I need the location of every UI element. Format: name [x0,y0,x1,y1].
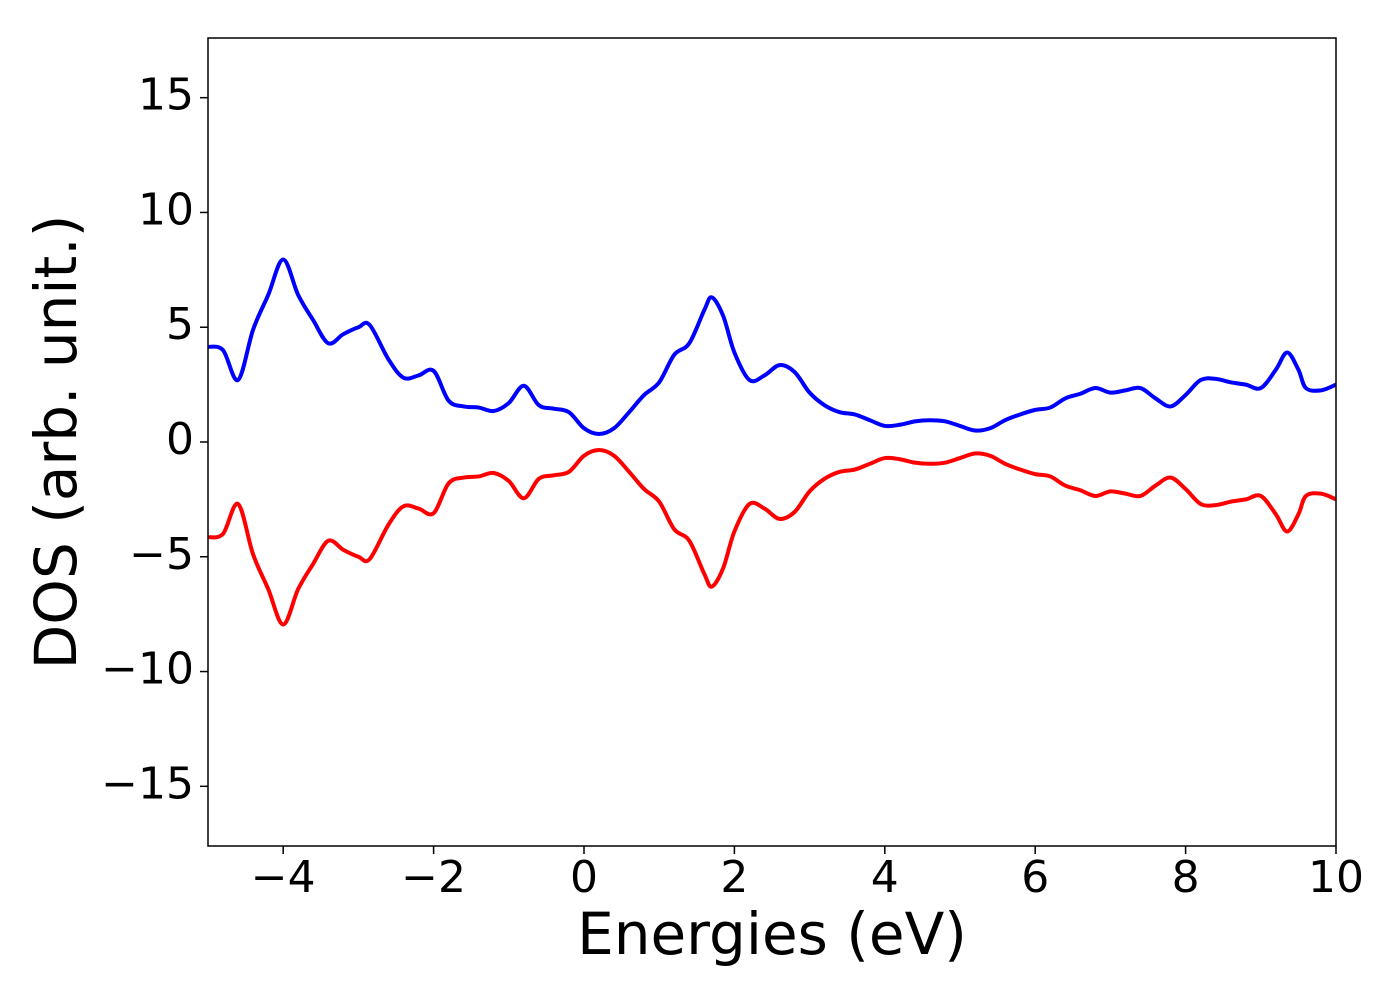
y-tick-label: 0 [166,414,194,465]
y-tick-label: −5 [129,529,194,580]
plot-frame [207,37,1337,847]
y-tick-label: 10 [138,184,194,235]
x-tick-label: 6 [1021,852,1049,903]
x-tick-label: 4 [871,852,899,903]
series-line [208,448,1336,627]
x-tick-label: 10 [1308,852,1364,903]
y-tick-label: −10 [101,644,194,695]
x-axis-label: Energies (eV) [577,900,967,968]
x-tick-label: −4 [251,852,316,903]
x-tick-label: 2 [720,852,748,903]
y-tick-label: −15 [101,758,194,809]
x-tick-label: −2 [401,852,466,903]
x-tick-label: 0 [570,852,598,903]
y-tick-label: 15 [138,70,194,121]
y-axis-label: DOS (arb. unit.) [22,215,90,670]
series-line [208,257,1336,436]
x-tick-label: 8 [1172,852,1200,903]
y-tick-label: 5 [166,299,194,350]
